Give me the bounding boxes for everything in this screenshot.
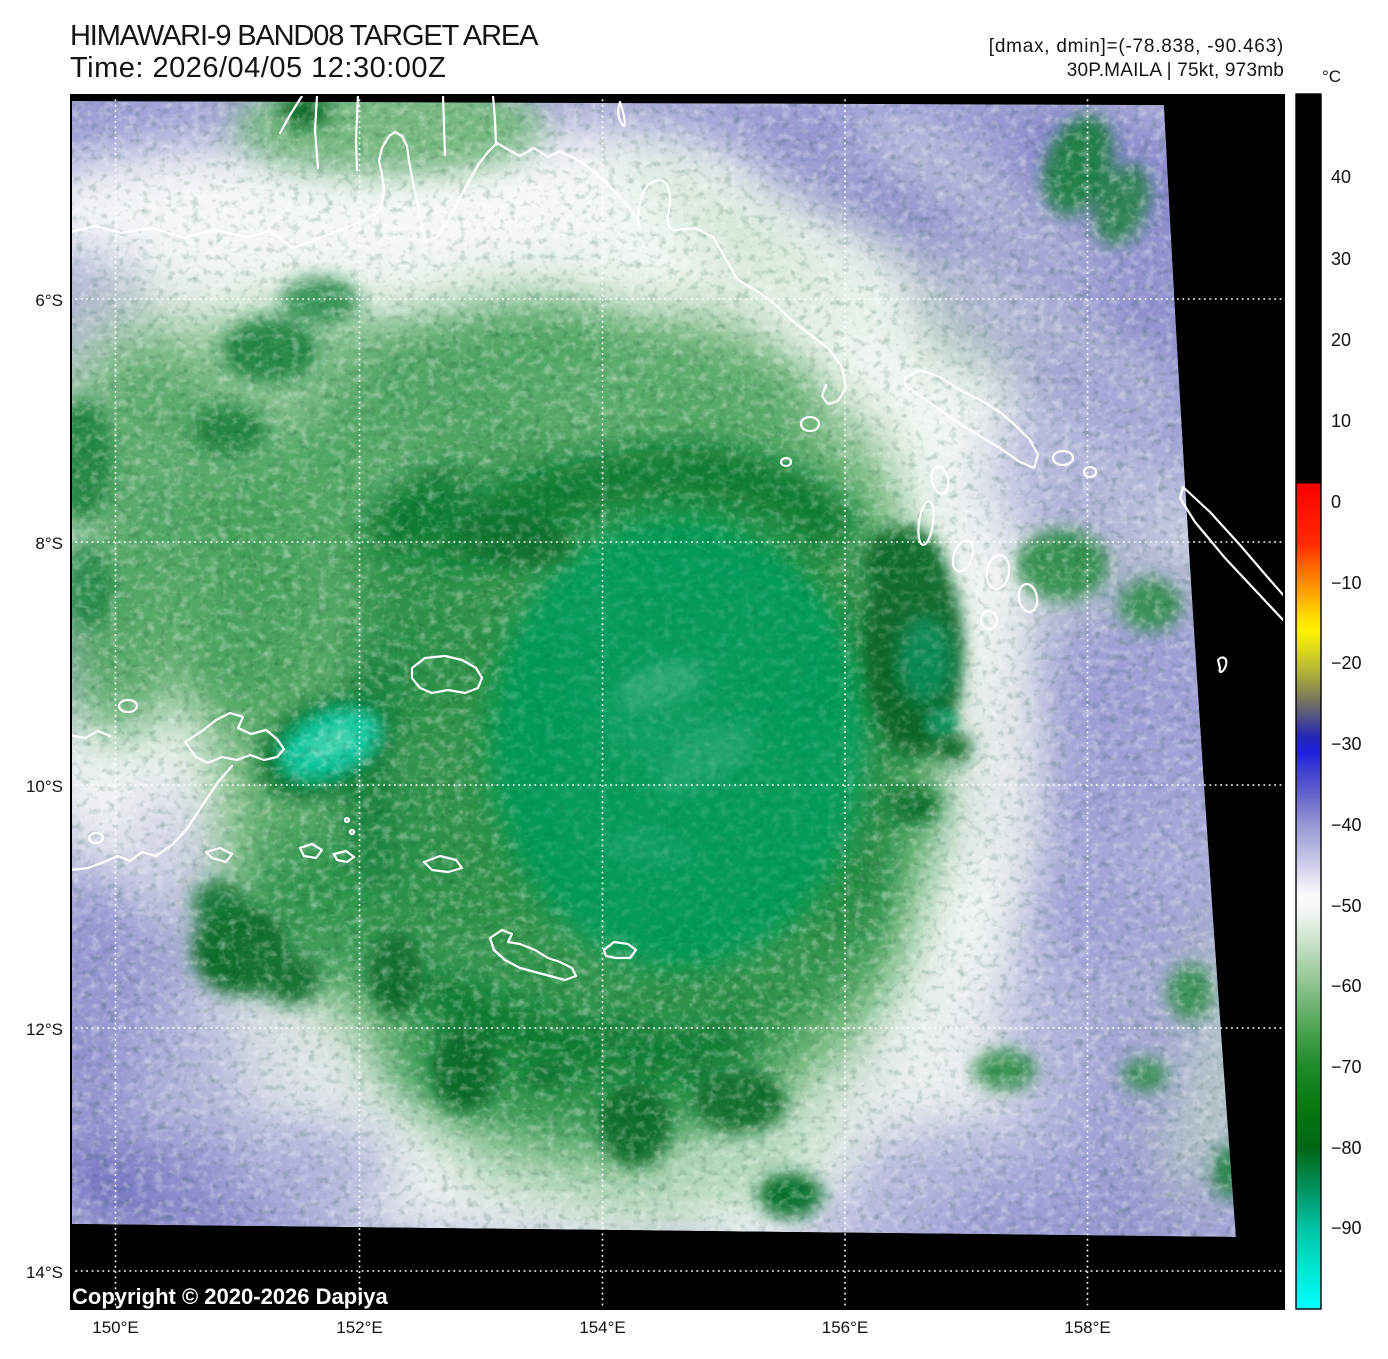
svg-text:Copyright © 2020-2026 Dapiya: Copyright © 2020-2026 Dapiya — [72, 1284, 389, 1309]
